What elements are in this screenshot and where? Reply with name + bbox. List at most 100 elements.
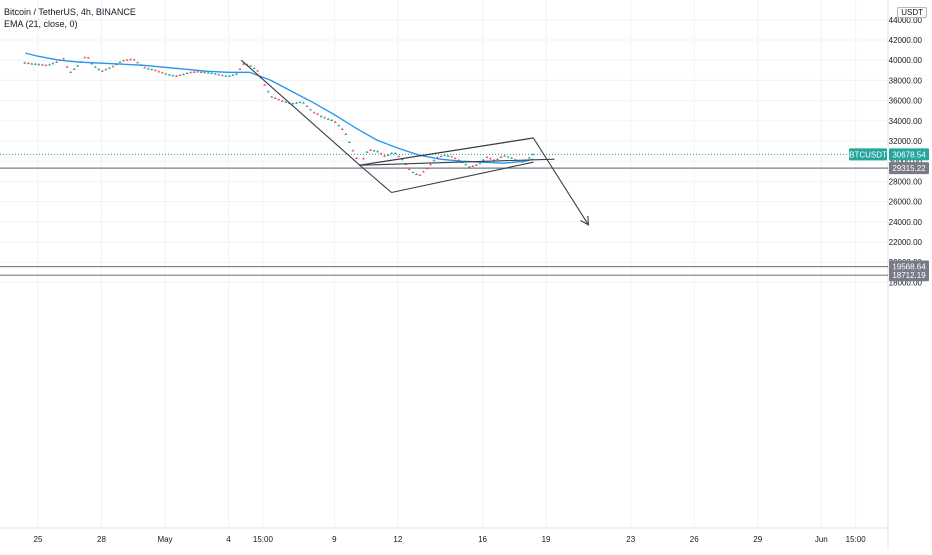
y-tick-label: 44000.00: [889, 16, 923, 25]
candle-body: [351, 150, 355, 152]
last-price-badge: 30678.54: [892, 150, 926, 159]
candle-body: [397, 156, 400, 158]
candle-body: [231, 74, 235, 76]
y-tick-label: 36000.00: [889, 97, 923, 106]
x-tick-label: 29: [753, 535, 762, 544]
candle-body: [228, 75, 231, 77]
candle-body: [468, 166, 471, 168]
x-tick-label: 12: [393, 535, 402, 544]
candle-body: [192, 71, 196, 73]
candle-body: [316, 113, 319, 115]
candle-body: [337, 125, 340, 127]
candle-body: [330, 119, 333, 121]
candle-body: [37, 64, 41, 66]
trendline-drawing: [532, 137, 589, 226]
candle-body: [83, 57, 86, 59]
candle-body: [411, 172, 415, 174]
candle-body: [482, 159, 485, 161]
candle-body: [51, 63, 55, 65]
candle-body: [125, 59, 129, 61]
candle-body: [309, 109, 312, 111]
hline-price-badge: 19568.64: [892, 263, 926, 272]
candle-body: [475, 164, 478, 166]
candle-body: [439, 156, 443, 158]
candle-body: [136, 62, 139, 64]
candle-body: [154, 70, 157, 72]
x-tick-label: 15:00: [846, 535, 867, 544]
x-tick-label: 26: [690, 535, 699, 544]
candle-body: [104, 69, 108, 71]
x-tick-label: 28: [97, 535, 106, 544]
candle-body: [489, 158, 492, 160]
candle-body: [341, 128, 344, 130]
candle-body: [118, 62, 122, 64]
candle-body: [150, 69, 153, 71]
x-tick-label: 19: [542, 535, 551, 544]
candle-body: [295, 102, 298, 104]
candle-body: [108, 67, 111, 69]
x-tick-label: May: [157, 535, 172, 544]
candle-body: [454, 158, 457, 160]
candle-body: [291, 103, 295, 105]
candle-body: [496, 158, 499, 160]
candle-body: [422, 171, 425, 173]
candle-body: [319, 116, 323, 118]
ema-line: [25, 52, 534, 164]
x-tick-label: 4: [226, 535, 231, 544]
candle-body: [214, 73, 217, 75]
candle-body: [210, 73, 213, 75]
candle-body: [369, 149, 372, 151]
candle-body: [41, 64, 44, 66]
candle-body: [97, 69, 101, 71]
candle-body: [510, 157, 513, 159]
ema-indicator-label[interactable]: EMA (21, close, 0): [4, 19, 78, 29]
candle-body: [302, 102, 305, 104]
candle-body: [62, 58, 65, 60]
x-tick-label: 16: [478, 535, 487, 544]
candle-body: [436, 157, 439, 159]
candle-body: [34, 63, 37, 65]
candle-body: [189, 72, 192, 74]
candle-body: [72, 68, 76, 70]
y-tick-label: 34000.00: [889, 117, 923, 126]
candle-body: [203, 72, 206, 74]
candle-body: [305, 105, 309, 107]
last-price-badge-bg: [889, 148, 929, 161]
x-tick-label: 23: [626, 535, 635, 544]
candle-body: [379, 153, 383, 155]
candle-body: [478, 162, 482, 164]
y-tick-label: 28000.00: [889, 177, 923, 186]
candle-body: [101, 70, 104, 72]
candle-body: [401, 159, 404, 161]
channel-bottom-line: [359, 158, 555, 166]
currency-label[interactable]: USDT: [897, 7, 927, 18]
candle-body: [87, 57, 90, 59]
y-tick-label: 42000.00: [889, 36, 923, 45]
candle-body: [182, 74, 185, 76]
candle-body: [23, 62, 26, 64]
candle-body: [44, 65, 48, 67]
candle-body: [485, 157, 489, 159]
symbol-title[interactable]: Bitcoin / TetherUS, 4h, BINANCE: [4, 7, 136, 17]
candle-body: [263, 84, 266, 86]
candle-body: [376, 151, 379, 153]
candle-body: [132, 59, 136, 61]
x-tick-label: 15:00: [253, 535, 274, 544]
candle-body: [443, 155, 446, 157]
candle-body: [249, 65, 252, 67]
candle-body: [242, 63, 245, 65]
candle-body: [111, 66, 115, 68]
trendline-drawing: [391, 161, 534, 194]
candle-body: [199, 71, 203, 73]
hline-price-badge: 29315.22: [892, 164, 926, 173]
candle-body: [30, 63, 34, 65]
arrow-head: [580, 215, 590, 226]
candle-body: [178, 75, 182, 77]
y-tick-label: 18000.00: [889, 278, 923, 287]
candle-body: [418, 174, 422, 176]
candle-body: [115, 64, 118, 66]
candle-body: [252, 68, 256, 70]
candle-body: [344, 133, 348, 135]
